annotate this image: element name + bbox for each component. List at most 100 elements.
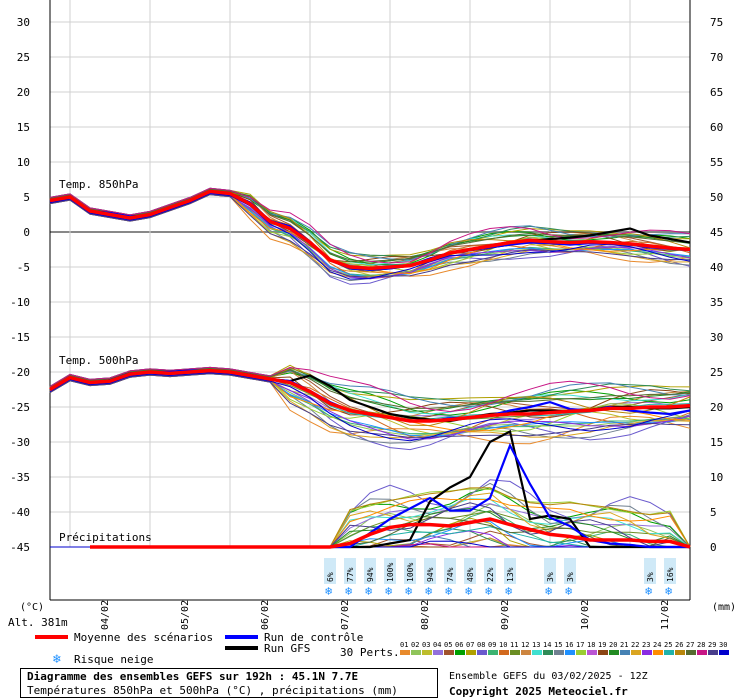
y-right-tick-label: 10 xyxy=(710,471,723,484)
pert-id-label: 01 xyxy=(400,641,408,649)
section-label-t500: Temp. 500hPa xyxy=(59,354,138,367)
pert-id-label: 17 xyxy=(576,641,584,649)
pert-id-label: 05 xyxy=(444,641,452,649)
snow-bar xyxy=(664,558,676,584)
snow-bar xyxy=(384,558,396,584)
perturbation-legend: 01 02 03 04 05 06 07 08 09 10 11 12 13 14 15 16 17 18 19 20… xyxy=(400,641,729,655)
pert-id-label: 20 xyxy=(609,641,617,649)
pert-swatch xyxy=(598,650,608,655)
snow-pct-label: 94% xyxy=(426,567,435,582)
pert-swatch xyxy=(609,650,619,655)
snow-pct-label: 3% xyxy=(546,572,555,582)
x-tick-label: 04/02 xyxy=(100,600,111,630)
pert-id-label: 12 xyxy=(521,641,529,649)
perturbations-label: 30 Perts. xyxy=(340,646,400,659)
footer-subtitle: Températures 850hPa et 500hPa (°C) , pré… xyxy=(27,684,398,697)
legend-gfs-label: Run GFS xyxy=(264,642,310,655)
y-right-tick-label: 70 xyxy=(710,51,723,64)
y-right-tick-label: 5 xyxy=(710,506,717,519)
pert-swatch xyxy=(543,650,553,655)
pert-swatch xyxy=(675,650,685,655)
snow-pct-label: 13% xyxy=(506,567,515,582)
y-right-tick-label: 20 xyxy=(710,401,723,414)
y-right-tick-label: 40 xyxy=(710,261,723,274)
pert-line-t850 xyxy=(49,189,691,263)
main-series-lines xyxy=(49,189,691,549)
pert-id-label: 28 xyxy=(697,641,705,649)
y-right-tick-label: 75 xyxy=(710,16,723,29)
snow-icon: ❄ xyxy=(565,584,572,598)
pert-line-t850 xyxy=(49,187,691,264)
legend-snow-icon: ❄ xyxy=(52,652,61,667)
pert-id-label: 23 xyxy=(642,641,650,649)
y-right-tick-label: 45 xyxy=(710,226,723,239)
y-right-tick-label: 25 xyxy=(710,366,723,379)
footer-info-box: Diagramme des ensembles GEFS sur 192h : … xyxy=(20,668,438,698)
snow-risk-markers: 6% ❄ 77% ❄ 94% ❄ 100% ❄ 100% ❄ 94% ❄ 74% ❄ 48% ❄ 22% ❄ 13%… xyxy=(324,558,676,598)
snow-icon: ❄ xyxy=(405,584,412,598)
y-left-tick-label: 5 xyxy=(23,191,30,204)
pert-id-label: 19 xyxy=(598,641,606,649)
pert-id-label: 11 xyxy=(510,641,518,649)
pert-id-label: 13 xyxy=(532,641,540,649)
pert-swatch xyxy=(499,650,509,655)
pert-swatch xyxy=(576,650,586,655)
pert-id-label: 26 xyxy=(675,641,683,649)
y-left-tick-label: -45 xyxy=(10,541,30,554)
snow-pct-label: 100% xyxy=(386,563,395,582)
pert-swatch xyxy=(554,650,564,655)
pert-id-label: 03 xyxy=(422,641,430,649)
y-left-tick-label: 10 xyxy=(17,156,30,169)
snow-bar xyxy=(464,558,476,584)
footer-title: Diagramme des ensembles GEFS sur 192h : … xyxy=(27,670,359,683)
pert-id-label: 25 xyxy=(664,641,672,649)
pert-swatch xyxy=(565,650,575,655)
snow-pct-label: 16% xyxy=(666,567,675,582)
pert-id-label: 21 xyxy=(620,641,628,649)
pert-swatch xyxy=(433,650,443,655)
snow-bar xyxy=(324,558,336,584)
x-tick-label: 09/02 xyxy=(500,600,511,630)
pert-line-t500 xyxy=(49,372,691,442)
snow-icon: ❄ xyxy=(545,584,552,598)
pert-id-label: 14 xyxy=(543,641,551,649)
mean-line-t500 xyxy=(49,368,691,423)
y-right-tick-label: 15 xyxy=(710,436,723,449)
snow-bar xyxy=(424,558,436,584)
pert-id-label: 15 xyxy=(554,641,562,649)
snow-bar xyxy=(364,558,376,584)
snow-pct-label: 22% xyxy=(486,567,495,582)
pert-swatch xyxy=(686,650,696,655)
snow-icon: ❄ xyxy=(505,584,512,598)
y-right-tick-label: 50 xyxy=(710,191,723,204)
snow-bar xyxy=(404,558,416,584)
snow-pct-label: 3% xyxy=(566,572,575,582)
pert-id-label: 22 xyxy=(631,641,639,649)
mean-line-precip xyxy=(90,517,691,549)
pert-swatch xyxy=(444,650,454,655)
pert-swatch xyxy=(664,650,674,655)
snow-bar xyxy=(544,558,556,584)
pert-line-t850 xyxy=(49,192,691,280)
pert-swatch xyxy=(488,650,498,655)
snow-pct-label: 6% xyxy=(326,572,335,582)
y-left-tick-label: -15 xyxy=(10,331,30,344)
x-tick-label: 10/02 xyxy=(580,600,591,630)
pert-line-t850 xyxy=(49,194,691,278)
y-left-tick-label: 0 xyxy=(23,226,30,239)
snow-bar xyxy=(444,558,456,584)
pert-swatch xyxy=(411,650,421,655)
snow-icon: ❄ xyxy=(445,584,452,598)
snow-pct-label: 74% xyxy=(446,567,455,582)
pert-id-label: 24 xyxy=(653,641,661,649)
pert-id-label: 02 xyxy=(411,641,419,649)
pert-swatch xyxy=(653,650,663,655)
pert-swatch xyxy=(719,650,729,655)
pert-swatch xyxy=(455,650,465,655)
pert-swatch xyxy=(400,650,410,655)
snow-bar xyxy=(504,558,516,584)
x-tick-label: 08/02 xyxy=(420,600,431,630)
y-left-tick-label: -40 xyxy=(10,506,30,519)
pert-line-t500 xyxy=(49,367,691,409)
